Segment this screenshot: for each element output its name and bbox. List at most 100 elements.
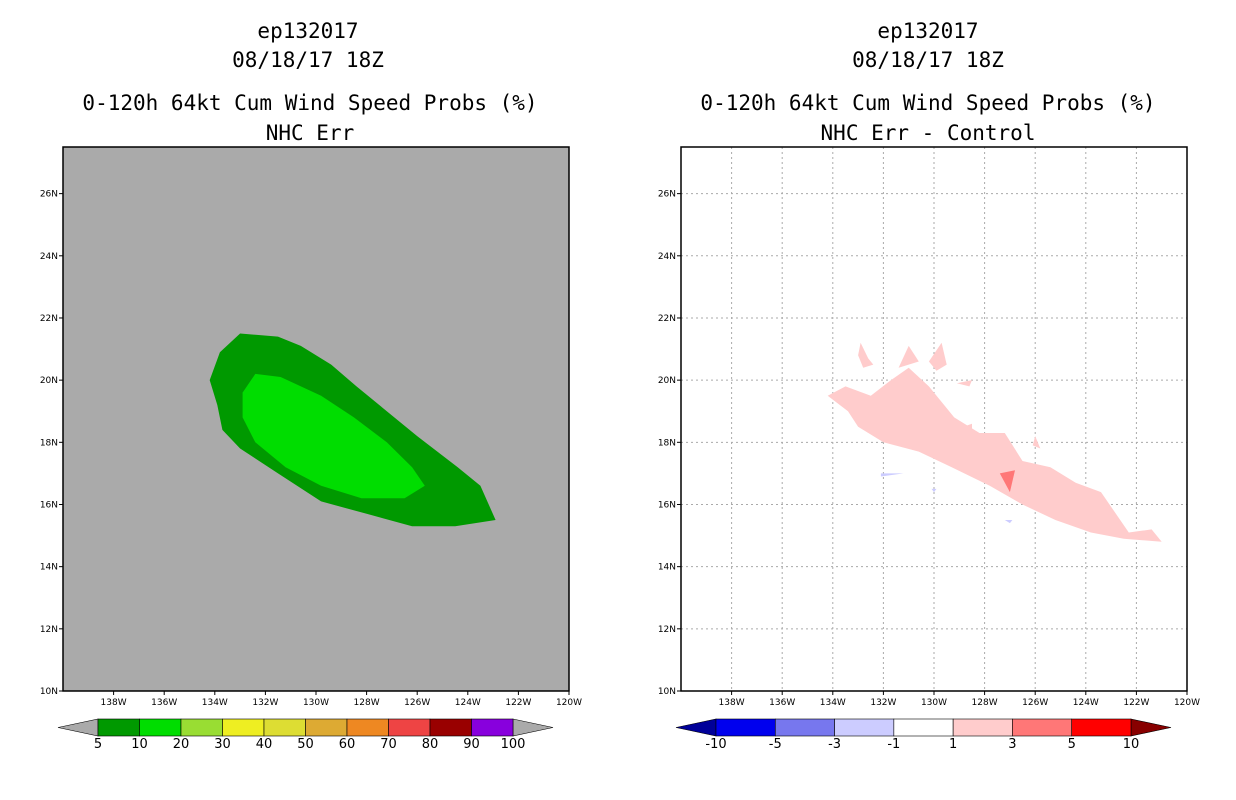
x-tick-label: 122W [1123,698,1149,708]
colorbar-swatch [715,718,776,737]
colorbar-label: 60 [339,737,356,752]
left-subtitle-line1: 0-120h 64kt Cum Wind Speed Probs (%) [82,91,538,115]
x-tick-label: 126W [1022,698,1048,708]
colorbar-label: -10 [705,737,726,752]
colorbar-swatch [893,718,954,737]
x-tick-label: 132W [870,698,896,708]
x-tick-label: 136W [769,698,795,708]
colorbar-swatch [346,718,389,737]
x-tick-label: 126W [404,698,430,708]
colorbar-swatch [774,718,835,737]
colorbar-label: 100 [501,737,526,752]
y-tick-label: 18N [40,438,58,448]
x-tick-label: 124W [455,698,481,708]
colorbar-label: -3 [828,737,841,752]
y-tick-label: 22N [658,314,676,324]
contour-region--3--1 [880,473,904,477]
colorbar-swatch [139,718,182,737]
y-tick-label: 20N [40,376,58,386]
y-tick-label: 10N [658,687,676,697]
right-colorbar: -10 -5 -3 -1 1 3 5 10 [675,718,1172,752]
right-panel-title: ep132017 08/18/17 18Z [678,17,1178,75]
colorbar-above-arrow [512,718,554,737]
colorbar-label: 5 [1068,737,1076,752]
contour-region-3-5 [999,470,1015,493]
contour-region-1-3 [858,342,874,368]
contour-region-1-3 [1032,436,1041,449]
colorbar-label: 10 [1123,737,1140,752]
colorbar-label: 20 [173,737,190,752]
right-map-panel: 138W 136W 134W 132W 130W 128W 126W 124W 122W 120W… [658,146,1200,708]
colorbar-swatch [388,718,431,737]
y-tick-label: 18N [658,438,676,448]
colorbar-above-arrow [1130,718,1172,737]
right-subtitle-line1: 0-120h 64kt Cum Wind Speed Probs (%) [700,91,1156,115]
contour-region-1-3 [928,342,947,371]
contour-region-1-3 [827,367,1162,542]
y-tick-label: 10N [40,687,58,697]
colorbar-swatch [97,718,140,737]
y-tick-label: 26N [40,190,58,200]
contour-region-10-20 [242,373,425,499]
contour-region-1-3 [956,380,972,387]
colorbar-label: 10 [131,737,148,752]
right-subtitle-line2: NHC Err - Control [820,121,1036,145]
colorbar-label: 70 [380,737,397,752]
contour-region-1-3 [898,345,919,368]
right-title-line1: ep132017 [877,19,979,43]
colorbar-label: 80 [422,737,439,752]
left-title-line2: 08/18/17 18Z [232,48,384,72]
left-map-panel: 138W 136W 134W 132W 130W 128W 126W 124W 122W 120W… [40,146,582,708]
right-title-line2: 08/18/17 18Z [852,48,1004,72]
x-tick-label: 134W [820,698,846,708]
colorbar-swatch [222,718,265,737]
contour-region--3--1 [931,488,937,493]
x-tick-label: 130W [303,698,329,708]
y-tick-label: 22N [40,314,58,324]
x-tick-label: 122W [505,698,531,708]
colorbar-label: 5 [94,737,102,752]
y-tick-label: 12N [658,625,676,635]
y-tick-label: 16N [40,500,58,510]
colorbar-swatch [180,718,223,737]
colorbar-label: -1 [887,737,900,752]
y-tick-label: 24N [40,252,58,262]
colorbar-label: 90 [463,737,480,752]
x-tick-label: 128W [354,698,380,708]
colorbar-swatch [471,718,514,737]
y-tick-label: 14N [40,563,58,573]
colorbar-swatch [1071,718,1132,737]
left-title-line1: ep132017 [257,19,359,43]
left-subtitle-line2: NHC Err [265,121,355,145]
contour-region--3--1 [1004,520,1013,524]
x-tick-label: 130W [921,698,947,708]
colorbar-label: 50 [297,737,314,752]
x-tick-label: 134W [202,698,228,708]
x-tick-label: 120W [556,698,582,708]
x-tick-label: 132W [252,698,278,708]
y-tick-label: 20N [658,376,676,386]
contour-region-1-3 [954,423,972,437]
left-colorbar: 5 10 20 30 40 50 60 70 80 90 100 [57,718,554,752]
colorbar-below-arrow [675,718,717,737]
x-tick-label: 138W [101,698,127,708]
colorbar-swatch [263,718,306,737]
y-tick-label: 24N [658,252,676,262]
colorbar-swatch [429,718,472,737]
y-tick-label: 12N [40,625,58,635]
x-tick-label: 124W [1073,698,1099,708]
x-tick-label: 138W [719,698,745,708]
x-tick-label: 120W [1174,698,1200,708]
colorbar-swatch [1012,718,1073,737]
colorbar-swatch [305,718,348,737]
colorbar-label: 3 [1008,737,1016,752]
y-tick-label: 16N [658,500,676,510]
colorbar-swatch [834,718,895,737]
x-tick-label: 136W [151,698,177,708]
colorbar-label: 40 [256,737,273,752]
colorbar-label: 30 [214,737,231,752]
colorbar-label: -5 [769,737,782,752]
colorbar-below-arrow [57,718,99,737]
x-tick-label: 128W [972,698,998,708]
